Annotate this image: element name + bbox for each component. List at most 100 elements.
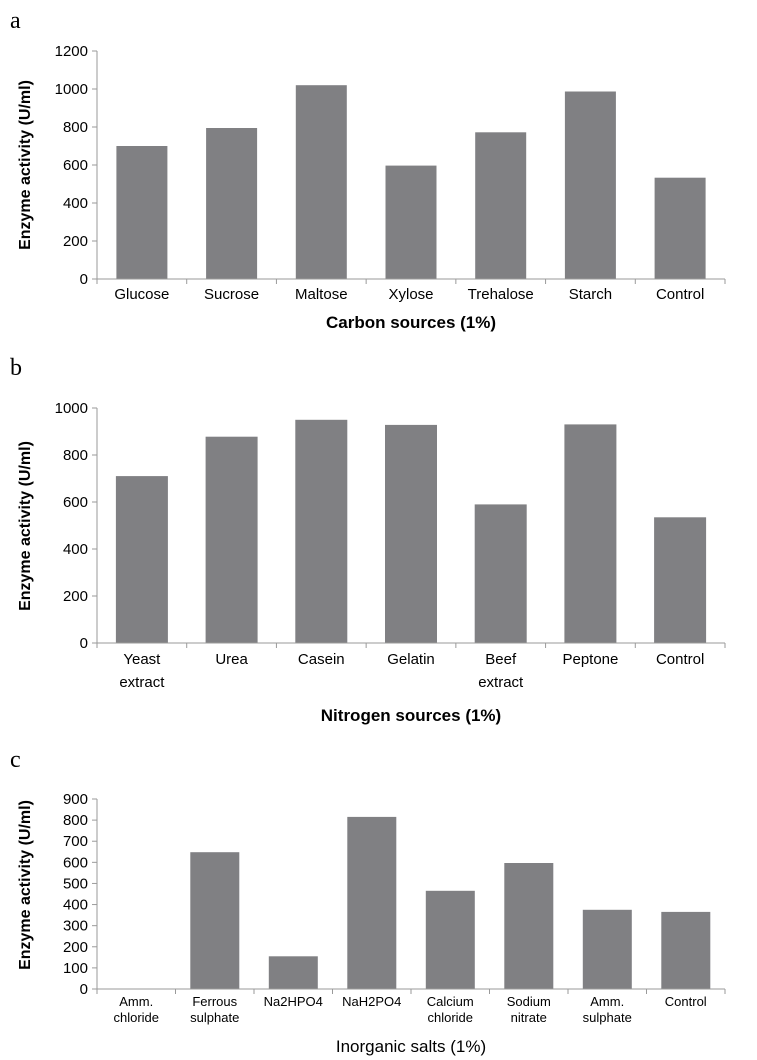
x-tick-label-line: Control <box>656 651 704 668</box>
bar-a-7 <box>654 177 706 279</box>
x-tick-label-a-5: Trehalose <box>468 286 534 303</box>
x-tick-label-line: Control <box>656 286 704 303</box>
bar-b-2 <box>205 436 258 643</box>
x-tick-label-line: Peptone <box>562 651 618 668</box>
x-tick-label-b-2: Urea <box>215 651 248 668</box>
x-tick-label-line: Calcium <box>427 994 474 1009</box>
x-tick-label-c-3: Na2HPO4 <box>264 994 323 1009</box>
bar-c-4 <box>347 816 397 989</box>
bar-a-1 <box>116 146 168 279</box>
x-tick-label-line: Maltose <box>295 286 348 303</box>
y-tick-label-b-4: 800 <box>63 447 88 464</box>
x-tick-label-line: Yeast <box>123 651 161 668</box>
x-tick-label-line: Glucose <box>114 286 169 303</box>
y-tick-label-c-9: 900 <box>63 791 88 808</box>
x-tick-label-c-8: Control <box>665 994 707 1009</box>
x-tick-label-c-5: Calcium chloride <box>427 994 474 1025</box>
x-tick-label-line: Trehalose <box>468 286 534 303</box>
y-tick-label-a-1: 200 <box>63 233 88 250</box>
y-tick-label-b-5: 1000 <box>55 400 88 417</box>
y-tick-label-b-3: 600 <box>63 494 88 511</box>
x-tick-label-line: Gelatin <box>387 651 435 668</box>
bar-b-3 <box>295 419 348 644</box>
plot-area-b: 0 200 400 600 800 1000 Yeast extract Urea Casein G… <box>55 400 726 691</box>
panel-a: a Enzyme activity (U/ml) Carbon sources … <box>10 8 726 332</box>
bar-c-3 <box>268 956 318 989</box>
y-tick-label-a-3: 600 <box>63 157 88 174</box>
x-tick-label-a-7: Control <box>656 286 704 303</box>
x-tick-label-line: Urea <box>215 651 248 668</box>
bar-b-7 <box>654 517 707 643</box>
x-tick-label-a-2: Sucrose <box>204 286 259 303</box>
x-tick-label-line: extract <box>119 674 165 691</box>
x-axis-label-c: Inorganic salts (1%) <box>336 1037 486 1056</box>
y-tick-label-c-8: 800 <box>63 812 88 829</box>
x-tick-label-line: Starch <box>569 286 612 303</box>
y-tick-label-a-2: 400 <box>63 195 88 212</box>
y-tick-label-b-1: 200 <box>63 588 88 605</box>
bar-a-5 <box>475 132 527 279</box>
y-axis-label-a: Enzyme activity (U/ml) <box>17 80 34 250</box>
bar-a-4 <box>385 165 437 279</box>
y-axis-label-b: Enzyme activity (U/ml) <box>17 441 34 611</box>
y-tick-label-a-6: 1200 <box>55 43 88 60</box>
plot-area-a: 0 200 400 600 800 1000 1200 Glucose Sucrose Malto… <box>55 43 726 303</box>
panel-letter-a: a <box>10 8 21 34</box>
x-tick-label-line: Na2HPO4 <box>264 994 323 1009</box>
x-tick-label-line: Sodium <box>507 994 551 1009</box>
x-tick-label-line: NaH2PO4 <box>342 994 401 1009</box>
x-tick-label-c-4: NaH2PO4 <box>342 994 401 1009</box>
y-tick-label-c-4: 400 <box>63 897 88 914</box>
panel-letter-b: b <box>10 355 22 381</box>
x-tick-label-c-7: Amm. sulphate <box>583 994 632 1025</box>
x-tick-label-b-5: Beef extract <box>478 651 524 691</box>
bar-a-3 <box>295 85 347 279</box>
x-tick-label-c-6: Sodium nitrate <box>507 994 551 1025</box>
x-tick-label-line: nitrate <box>511 1010 547 1025</box>
y-tick-label-b-2: 400 <box>63 541 88 558</box>
x-tick-label-a-6: Starch <box>569 286 612 303</box>
y-axis-label-c: Enzyme activity (U/ml) <box>17 800 34 970</box>
bar-b-4 <box>385 424 437 643</box>
bar-a-2 <box>206 128 258 279</box>
x-tick-label-line: Amm. <box>590 994 624 1009</box>
bar-a-6 <box>564 91 616 279</box>
y-tick-label-c-1: 100 <box>63 960 88 977</box>
y-tick-label-c-3: 300 <box>63 918 88 935</box>
x-axis-label-a: Carbon sources (1%) <box>326 313 496 332</box>
x-tick-label-line: chloride <box>427 1010 473 1025</box>
x-tick-label-line: sulphate <box>583 1010 632 1025</box>
bar-c-5 <box>425 890 475 989</box>
bar-c-7 <box>582 909 632 989</box>
bar-c-2 <box>190 852 240 989</box>
bar-b-1 <box>115 476 168 643</box>
x-tick-label-a-4: Xylose <box>388 286 433 303</box>
bar-c-8 <box>661 911 711 989</box>
x-tick-label-line: Casein <box>298 651 345 668</box>
x-tick-label-c-1: Amm. chloride <box>113 994 159 1025</box>
x-axis-label-b: Nitrogen sources (1%) <box>321 706 501 725</box>
x-tick-label-b-4: Gelatin <box>387 651 435 668</box>
x-tick-label-line: sulphate <box>190 1010 239 1025</box>
y-tick-label-c-7: 700 <box>63 833 88 850</box>
x-tick-label-line: Sucrose <box>204 286 259 303</box>
x-tick-label-line: Ferrous <box>192 994 237 1009</box>
y-tick-label-a-0: 0 <box>80 271 88 288</box>
x-tick-label-line: Beef <box>485 651 517 668</box>
x-tick-label-line: Xylose <box>388 286 433 303</box>
y-tick-label-c-5: 500 <box>63 875 88 892</box>
x-tick-label-line: extract <box>478 674 524 691</box>
panel-c: c Enzyme activity (U/ml) Inorganic salts… <box>10 747 726 1056</box>
x-tick-label-a-1: Glucose <box>114 286 169 303</box>
y-tick-label-c-0: 0 <box>80 981 88 998</box>
y-tick-label-a-4: 800 <box>63 119 88 136</box>
bar-b-6 <box>564 424 617 643</box>
x-tick-label-c-2: Ferrous sulphate <box>190 994 239 1025</box>
panel-b: b Enzyme activity (U/ml) Nitrogen source… <box>10 355 726 725</box>
x-tick-label-b-3: Casein <box>298 651 345 668</box>
bar-b-5 <box>474 504 527 643</box>
x-tick-label-b-1: Yeast extract <box>119 651 165 691</box>
y-tick-label-c-2: 200 <box>63 939 88 956</box>
